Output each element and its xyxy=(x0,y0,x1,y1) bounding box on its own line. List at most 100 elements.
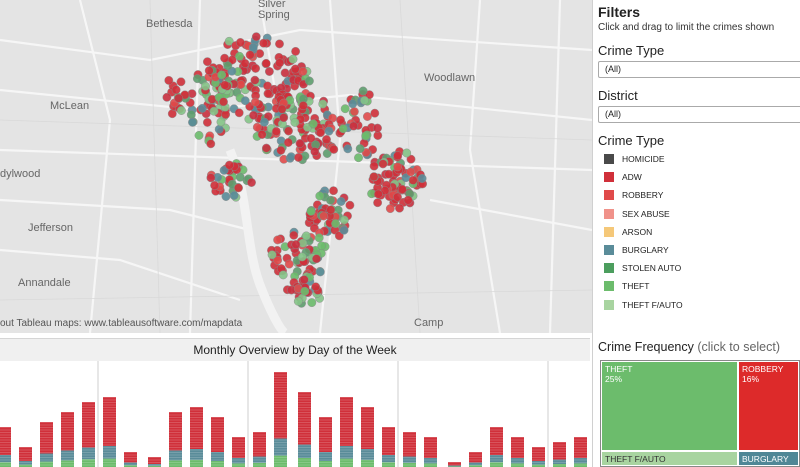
map-canvas[interactable] xyxy=(0,0,592,333)
crime-type-dropdown[interactable]: (All) xyxy=(598,61,800,78)
treemap-cell-percent: 20% xyxy=(605,464,734,465)
crime-dot xyxy=(310,147,320,157)
crime-dot xyxy=(295,139,305,148)
legend-item[interactable]: ADW xyxy=(598,168,800,186)
crime-dot xyxy=(284,259,294,269)
legend-label: BURGLARY xyxy=(622,245,669,256)
crime-dot xyxy=(294,153,303,162)
crime-dot xyxy=(188,117,197,127)
crime-dot xyxy=(279,113,289,123)
crime-dot xyxy=(278,270,288,280)
treemap-cell-label: THEFT xyxy=(605,364,633,374)
crime-dot xyxy=(275,39,284,49)
crime-dot xyxy=(220,80,230,90)
crime-dot xyxy=(240,58,250,68)
crime-dot xyxy=(194,130,204,140)
legend-item[interactable]: BURGLARY xyxy=(598,241,800,259)
crime-dot xyxy=(360,95,369,105)
legend-item[interactable]: ROBBERY xyxy=(598,186,800,204)
legend-item[interactable]: ARSON xyxy=(598,223,800,241)
road xyxy=(0,198,251,232)
crime-dot xyxy=(318,99,328,109)
crime-map[interactable]: Silver Spring Bethesda Woodlawn McLean d… xyxy=(0,0,592,333)
legend-item[interactable]: THEFT xyxy=(598,277,800,295)
legend-item[interactable]: STOLEN AUTO xyxy=(598,259,800,277)
crime-dot xyxy=(197,103,207,113)
place-label: Annandale xyxy=(18,277,71,289)
crime-dot xyxy=(338,124,348,134)
crime-dot xyxy=(373,123,382,133)
crime-dot xyxy=(315,267,325,277)
treemap-cell[interactable]: ROBBERY 16% xyxy=(738,361,799,451)
bar xyxy=(274,372,287,467)
crime-dot xyxy=(210,180,220,190)
legend-label: SEX ABUSE xyxy=(622,208,670,219)
crime-dot xyxy=(219,97,228,107)
crime-dot xyxy=(235,38,245,47)
district-dropdown[interactable]: (All) xyxy=(598,106,800,123)
treemap-cell-label: THEFT F/AUTO xyxy=(605,454,666,464)
legend-label: ROBBERY xyxy=(622,190,664,201)
crime-dot xyxy=(358,86,368,96)
crime-dot xyxy=(263,89,273,99)
crime-type-legend: HOMICIDE ADW ROBBERY SEX ABUSE ARSON BURGLARY… xyxy=(598,150,800,314)
crime-dot xyxy=(304,76,314,86)
treemap-cell[interactable]: BURGLARY10% xyxy=(738,451,799,466)
place-label: McLean xyxy=(50,100,90,112)
crime-dot xyxy=(206,139,216,149)
bar xyxy=(574,437,587,467)
crime-dot xyxy=(176,106,186,115)
crime-dot xyxy=(288,54,298,64)
crime-dot xyxy=(315,191,325,201)
crime-dot xyxy=(373,131,383,140)
crime-dot xyxy=(361,131,371,141)
crime-dot xyxy=(373,189,383,199)
legend-label: STOLEN AUTO xyxy=(622,263,682,274)
road xyxy=(318,0,342,333)
crime-dot xyxy=(317,241,327,251)
crime-dot xyxy=(171,85,181,95)
legend-item[interactable]: THEFT F/AUTO xyxy=(598,296,800,314)
crime-dot xyxy=(306,206,316,216)
crime-dot xyxy=(297,252,307,262)
crime-dot xyxy=(277,104,287,114)
map-attribution[interactable]: out Tableau maps: www.tableausoftware.co… xyxy=(0,318,243,329)
place-label: Woodlawn xyxy=(424,72,476,84)
crime-dot xyxy=(406,167,416,177)
crime-dot xyxy=(167,109,177,119)
crime-dot xyxy=(339,215,349,225)
crime-dot xyxy=(276,145,286,155)
legend-item[interactable]: HOMICIDE xyxy=(598,150,800,168)
legend-item[interactable]: SEX ABUSE xyxy=(598,205,800,223)
crime-dot xyxy=(373,198,383,208)
crime-dot xyxy=(345,200,355,210)
crime-dot xyxy=(290,64,300,74)
bar xyxy=(40,422,53,467)
legend-swatch xyxy=(604,245,614,256)
treemap-hint: (click to select) xyxy=(697,340,781,354)
treemap-cell[interactable]: THEFT 25% xyxy=(601,361,738,451)
bar xyxy=(532,447,545,467)
bar xyxy=(232,437,245,467)
place-label: Spring xyxy=(258,9,290,21)
crime-dot xyxy=(219,165,229,175)
crime-dot xyxy=(329,186,338,196)
crime-dot xyxy=(273,235,283,245)
crime-dot xyxy=(216,117,226,127)
legend-label: ARSON xyxy=(622,226,653,237)
crime-dot xyxy=(245,50,255,60)
treemap-title: Crime Frequency xyxy=(598,340,694,354)
treemap-cell[interactable]: THEFT F/AUTO20% xyxy=(601,451,738,466)
place-label: dylwood xyxy=(0,168,41,180)
road xyxy=(0,248,241,302)
crime-dot xyxy=(369,172,379,182)
crime-dot xyxy=(221,192,231,201)
crime-dot xyxy=(291,240,301,249)
monthly-bar-chart[interactable] xyxy=(0,361,590,467)
bar xyxy=(253,432,266,467)
bar xyxy=(424,437,437,467)
legend-label: ADW xyxy=(622,172,642,183)
road xyxy=(468,0,502,333)
treemap-cell-label: BURGLARY xyxy=(742,454,789,464)
